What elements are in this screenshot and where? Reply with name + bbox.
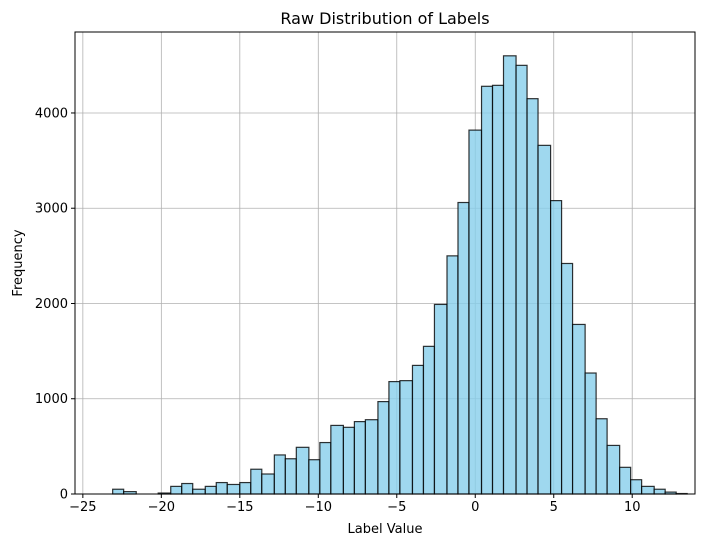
histogram-bar	[273, 454, 286, 495]
histogram-bar	[319, 441, 332, 495]
histogram-bar	[630, 479, 643, 495]
histogram-bar	[549, 200, 563, 495]
histogram-bar	[204, 485, 217, 495]
histogram-bar	[342, 426, 355, 495]
histogram-bar	[446, 255, 459, 495]
histogram-bar	[433, 303, 448, 495]
histogram-bar	[377, 401, 390, 495]
histogram-bar	[226, 483, 241, 495]
y-axis-title: Frequency	[11, 229, 26, 296]
histogram-bar	[422, 345, 436, 495]
histogram-bar	[571, 323, 586, 495]
x-tick-label: 10	[624, 500, 641, 515]
histogram-bar	[468, 129, 483, 495]
histogram-bar	[170, 485, 183, 495]
x-axis-title: Label Value	[348, 522, 423, 537]
histogram-bar	[261, 473, 275, 495]
histogram-bar	[353, 421, 366, 495]
histogram-bar	[411, 364, 425, 495]
histogram-bar	[526, 98, 539, 495]
histogram-bar	[295, 446, 310, 495]
y-tick-label: 4000	[35, 106, 68, 121]
y-tick-label: 1000	[35, 392, 68, 407]
x-tick-label: −15	[226, 500, 253, 515]
histogram-bar	[619, 466, 632, 495]
histogram-bar	[480, 85, 494, 495]
histogram-bar	[215, 481, 228, 495]
y-tick-label: 2000	[35, 297, 68, 312]
histogram-bar	[284, 458, 297, 495]
x-tick-label: −25	[69, 500, 96, 515]
histogram-bar	[239, 481, 252, 495]
histogram-bar	[457, 201, 470, 495]
histogram-bar	[537, 144, 552, 495]
histogram-bar	[250, 468, 263, 495]
x-tick-label: 5	[550, 500, 558, 515]
histogram-bar	[388, 380, 401, 495]
histogram-bar	[560, 262, 574, 495]
histogram-bar	[330, 424, 345, 495]
bars	[112, 55, 688, 495]
histogram-bar	[584, 372, 597, 495]
y-tick-label: 3000	[35, 202, 68, 217]
plot-frame	[74, 31, 696, 495]
histogram-bar	[181, 482, 194, 495]
histogram-bar	[399, 380, 414, 495]
histogram-bar	[308, 459, 321, 495]
histogram-bar	[653, 488, 666, 495]
histogram-bar	[192, 488, 206, 495]
x-tick-label: −5	[387, 500, 406, 515]
histogram-bar	[112, 488, 125, 495]
histogram-bar	[595, 418, 608, 495]
histogram-bar	[515, 64, 528, 495]
y-tick-label: 0	[60, 488, 68, 503]
ticks: −25 −20 −15 −10 −5 0 5 10 0 1000 2000 3000 4000	[35, 106, 641, 515]
chart-title: Raw Distribution of Labels	[280, 9, 489, 28]
histogram-bar	[491, 84, 505, 495]
x-tick-label: −20	[148, 500, 175, 515]
x-tick-label: 0	[471, 500, 479, 515]
histogram-bar	[364, 419, 379, 495]
histogram-bar	[606, 444, 621, 495]
histogram-bar	[502, 55, 517, 495]
histogram-bar	[641, 485, 655, 495]
x-tick-label: −10	[305, 500, 332, 515]
